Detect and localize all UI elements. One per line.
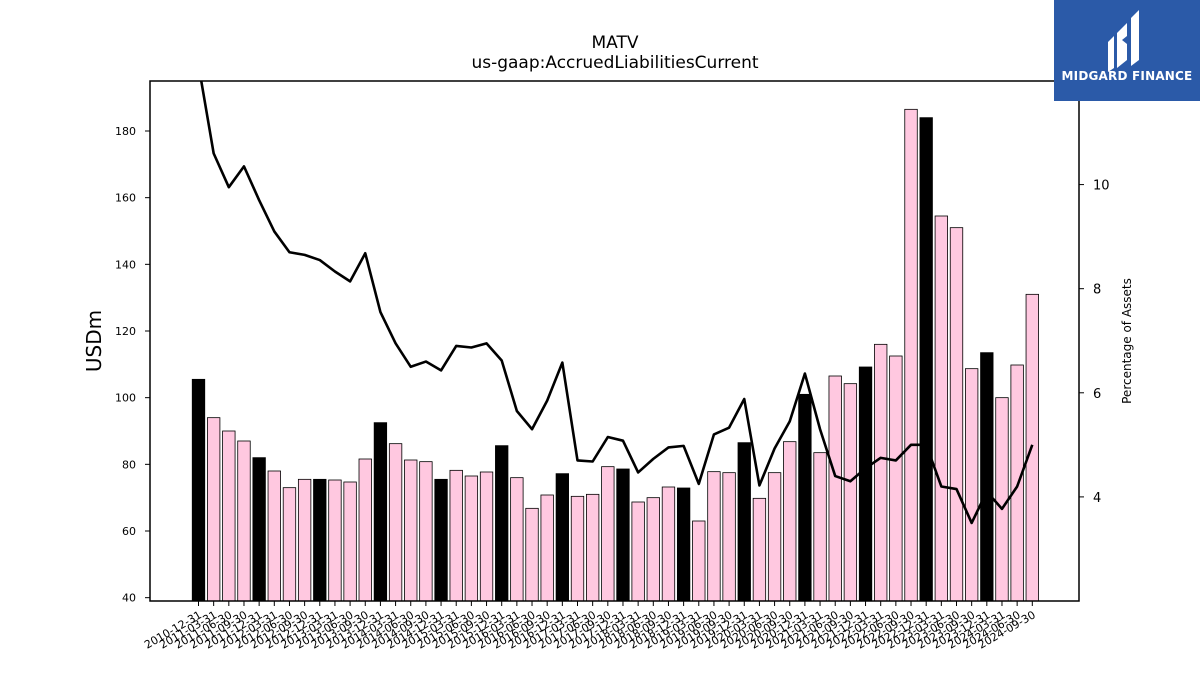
- bar-quarter: [995, 397, 1009, 602]
- y-tick-label: 60: [122, 525, 136, 538]
- bar-quarter: [222, 430, 236, 602]
- y2-ticks-group: 4 6 8 10: [1079, 179, 1110, 506]
- bar-quarter: [934, 215, 948, 602]
- bar-annual: [373, 422, 388, 602]
- logo: MIDGARD FINANCE: [1054, 0, 1200, 101]
- bar-quarter: [889, 355, 903, 602]
- bar-annual: [252, 457, 266, 602]
- bar-quarter: [404, 459, 418, 602]
- chart-subtitle: us-gaap:AccruedLiabilitiesCurrent: [471, 53, 758, 73]
- bar-quarter: [646, 497, 660, 602]
- y-tick-label: 160: [115, 192, 136, 205]
- bar-quarter: [752, 497, 767, 602]
- bar-annual: [676, 487, 691, 602]
- logo-text: MIDGARD FINANCE: [1061, 69, 1193, 83]
- line-group: [199, 81, 1034, 525]
- bar-quarter: [631, 501, 645, 602]
- midgard-logo-icon: [1108, 10, 1139, 72]
- bar-quarter: [343, 481, 357, 602]
- bar-quarter: [510, 477, 524, 602]
- bar-quarter: [282, 487, 297, 602]
- bar-annual: [737, 442, 751, 602]
- y-tick-label: 180: [115, 125, 136, 138]
- y-tick-label: 80: [122, 458, 136, 471]
- y2-tick-label: 10: [1093, 179, 1110, 194]
- bar-quarter: [813, 452, 827, 602]
- bar-annual: [495, 445, 509, 602]
- bar-annual: [555, 473, 569, 602]
- bar-quarter: [874, 343, 888, 602]
- bar-quarter: [419, 461, 433, 602]
- y-ticks-group: 40 60 80 100 120 140 160 180: [115, 125, 150, 605]
- bar-quarter: [661, 486, 676, 602]
- y-axis-label: USDm: [82, 310, 106, 372]
- y-tick-label: 40: [122, 592, 136, 605]
- bar-quarter: [464, 475, 479, 602]
- y-tick-label: 140: [115, 258, 136, 271]
- bar-annual: [858, 366, 873, 602]
- bar-quarter: [388, 443, 403, 602]
- bar-quarter: [328, 479, 342, 602]
- bar-annual: [616, 468, 630, 602]
- bar-quarter: [783, 441, 797, 602]
- bar-quarter: [540, 494, 554, 602]
- bar-quarter: [601, 466, 615, 602]
- bar-quarter: [586, 493, 600, 602]
- bar-annual: [798, 393, 812, 602]
- y2-tick-label: 4: [1093, 491, 1101, 506]
- bar-quarter: [828, 375, 842, 602]
- y-tick-label: 120: [115, 325, 136, 338]
- bar-quarter: [237, 440, 251, 602]
- bar-annual: [313, 478, 327, 602]
- bar-quarter: [965, 368, 979, 602]
- bar-quarter: [692, 520, 706, 602]
- y2-tick-label: 8: [1093, 283, 1101, 298]
- bar-quarter: [207, 417, 221, 602]
- bar-annual: [434, 478, 448, 602]
- chart-title: MATV: [592, 33, 639, 53]
- bar-quarter: [904, 108, 918, 602]
- bar-quarter: [707, 471, 721, 602]
- bar-quarter: [525, 507, 539, 602]
- bar-quarter: [722, 472, 736, 602]
- bar-quarter: [267, 470, 281, 602]
- y2-tick-label: 6: [1093, 387, 1101, 402]
- pct-assets-line: [199, 81, 1034, 525]
- bar-quarter: [949, 227, 964, 602]
- bar-quarter: [449, 469, 463, 602]
- bar-quarter: [479, 471, 494, 602]
- bars-group: [191, 108, 1039, 602]
- bar-quarter: [570, 495, 585, 602]
- bar-quarter: [358, 458, 372, 602]
- y2-axis-label: Percentage of Assets: [1120, 278, 1134, 404]
- y-tick-label: 100: [115, 392, 136, 405]
- bar-quarter: [297, 478, 312, 602]
- bar-annual: [919, 117, 933, 602]
- bar-quarter: [767, 472, 782, 602]
- x-ticks-group: 2010-12-312011-03-312011-06-302011-09-30…: [142, 601, 1038, 652]
- bar-annual: [980, 352, 994, 602]
- plot-frame: [149, 80, 1080, 602]
- bar-annual: [191, 378, 206, 602]
- bar-quarter: [843, 383, 858, 602]
